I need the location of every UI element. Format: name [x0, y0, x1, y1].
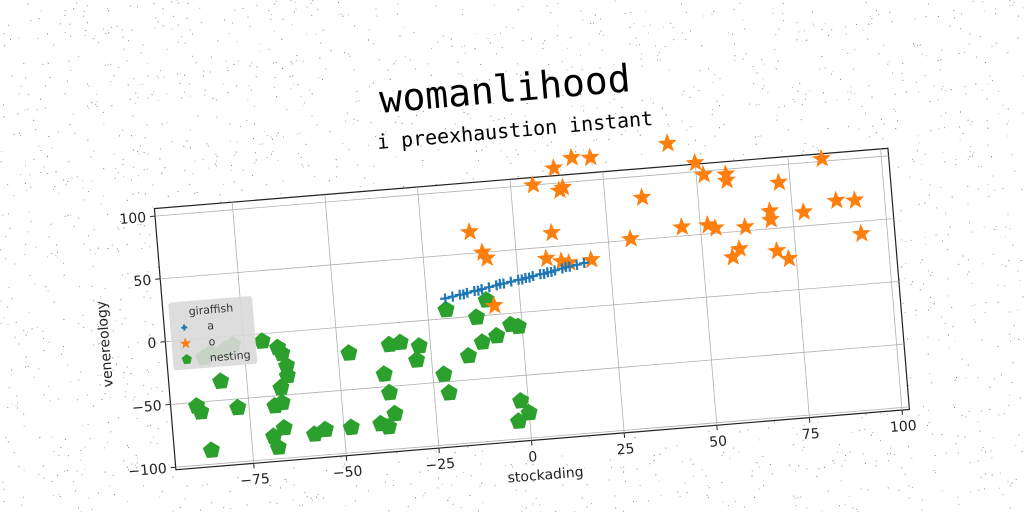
- plot-area: [154, 148, 909, 469]
- x-tick-label: 25: [616, 441, 635, 458]
- x-tick-label: 50: [709, 433, 728, 450]
- plot-group: −75 −50 −25 0 25 50 75 100 −100 −50 0 50 100 stocka…: [84, 115, 919, 512]
- y-tick-label: −50: [132, 398, 163, 416]
- x-tick-label: 100: [889, 418, 917, 436]
- data-point-o: [561, 147, 582, 167]
- y-tick-label: 50: [133, 273, 152, 290]
- x-tick-label: 75: [801, 426, 820, 443]
- legend: giraffish aonesting: [168, 296, 257, 371]
- data-point-o: [657, 133, 677, 153]
- y-tick-label: 100: [119, 210, 147, 228]
- y-tick-label: 0: [147, 335, 157, 352]
- data-point-o: [544, 157, 565, 177]
- x-axis-label: stockading: [507, 464, 584, 486]
- x-tick-label: −50: [332, 463, 363, 481]
- x-tick-label: 0: [528, 449, 538, 466]
- y-axis-label: venereology: [94, 300, 117, 388]
- y-tick-label: −100: [128, 461, 168, 480]
- data-point-o: [580, 147, 600, 167]
- x-tick-label: −25: [425, 456, 456, 474]
- legend-label-a: a: [207, 319, 215, 333]
- legend-label-o: o: [208, 335, 216, 349]
- x-tick-label: −75: [240, 471, 271, 489]
